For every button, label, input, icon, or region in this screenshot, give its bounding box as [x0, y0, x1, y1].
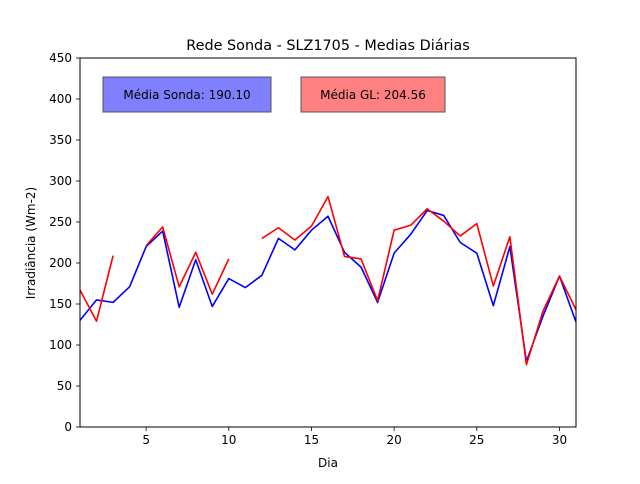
y-tick-label: 50	[57, 379, 72, 393]
chart-title: Rede Sonda - SLZ1705 - Medias Diárias	[186, 38, 470, 54]
x-tick-label: 20	[386, 433, 401, 447]
series-line-sonda	[79, 209, 577, 363]
x-tick-label: 25	[469, 433, 484, 447]
annotation-label: Média GL: 204.56	[320, 88, 426, 102]
y-tick-label: 450	[49, 51, 72, 65]
y-tick-label: 150	[49, 297, 72, 311]
x-tick-label: 15	[304, 433, 319, 447]
y-tick-label: 350	[49, 133, 72, 147]
x-tick-label: 30	[552, 433, 567, 447]
y-axis-label: Irradiância (Wm-2)	[24, 187, 38, 299]
y-tick-label: 200	[49, 256, 72, 270]
axes-frame	[79, 57, 577, 428]
series-line-gl	[79, 195, 577, 366]
x-axis-label: Dia	[318, 456, 338, 470]
x-tick-label: 5	[142, 433, 150, 447]
y-tick-label: 300	[49, 174, 72, 188]
annotation-label: Média Sonda: 190.10	[123, 88, 250, 102]
y-tick-label: 100	[49, 338, 72, 352]
x-tick-label: 10	[221, 433, 236, 447]
annotation-box	[300, 76, 446, 113]
annotation-box	[102, 76, 272, 113]
y-tick-label: 400	[49, 92, 72, 106]
y-tick-label: 250	[49, 215, 72, 229]
plot-area: 5 10 15 20 25 30050100150200250300350400450Mé…	[49, 51, 577, 447]
y-tick-label: 0	[64, 420, 72, 434]
